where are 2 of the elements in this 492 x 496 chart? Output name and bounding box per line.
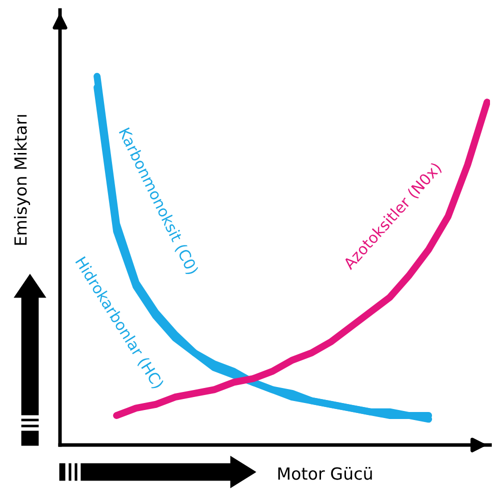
y-axis-title: Emisyon Miktarı: [14, 115, 30, 245]
x-axis-title: Motor Gücü: [278, 466, 372, 480]
